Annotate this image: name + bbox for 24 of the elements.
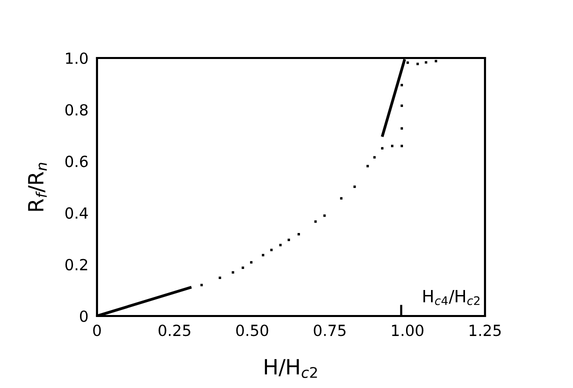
x-tick-label: 0.75 bbox=[314, 324, 346, 336]
x-tick-label: 0.50 bbox=[236, 324, 268, 336]
point bbox=[262, 254, 264, 256]
y-tick-label: 0.4 bbox=[65, 207, 88, 219]
y-tick-label: 1.0 bbox=[66, 52, 88, 64]
annotation: H$_{c4}$/H$_{c2}$ bbox=[423, 290, 480, 306]
y-tick-label: 0.6 bbox=[65, 156, 88, 168]
point bbox=[218, 276, 222, 280]
x-tick-label: 1.25 bbox=[470, 324, 501, 336]
point bbox=[270, 248, 273, 252]
x-axis-title: H/H$_{c2}$ bbox=[264, 359, 317, 378]
y-tick-label: 0 bbox=[80, 310, 88, 322]
y-tick-label: 0.8 bbox=[65, 104, 88, 116]
x-tick-label: 0.25 bbox=[158, 324, 190, 336]
point bbox=[400, 127, 404, 130]
point bbox=[416, 62, 419, 66]
y-axis-title: R$_{f}$/R$_{n}$ bbox=[28, 162, 47, 211]
point bbox=[400, 84, 404, 86]
y-tick-label: 0.2 bbox=[65, 258, 88, 270]
point bbox=[279, 244, 282, 246]
x-tick-label: 1.00 bbox=[392, 324, 424, 336]
point bbox=[288, 238, 290, 242]
x-tick-label: 0 bbox=[93, 324, 101, 336]
point bbox=[366, 164, 369, 168]
